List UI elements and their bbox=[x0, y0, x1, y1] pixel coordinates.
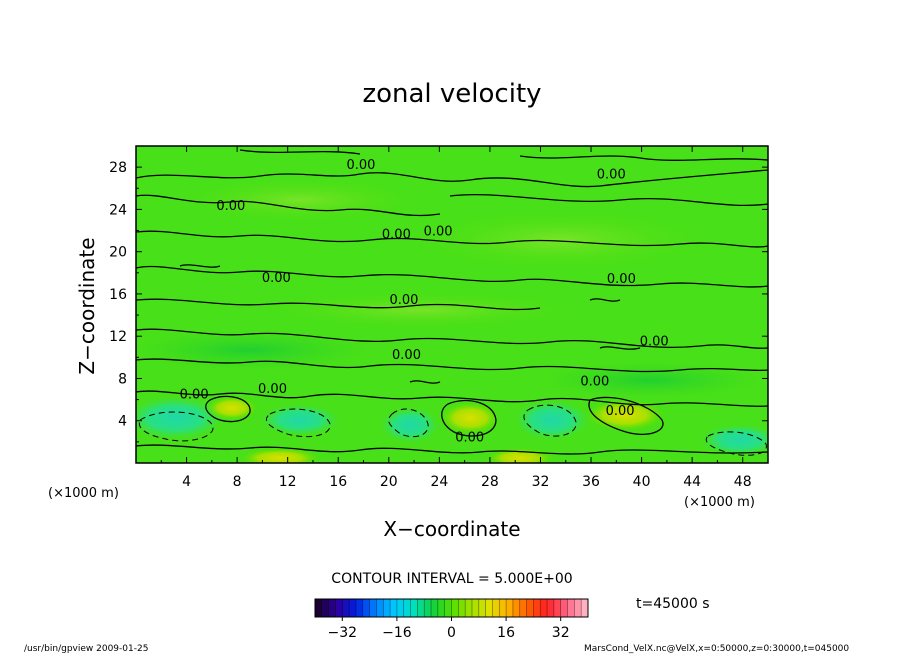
colorbar-segment bbox=[451, 599, 459, 617]
contour-label: 0.00 bbox=[580, 375, 609, 390]
contour-label: 0.00 bbox=[382, 228, 411, 243]
colorbar-segment bbox=[581, 599, 589, 617]
chart-title: zonal velocity bbox=[362, 79, 541, 109]
y-tick-label: 16 bbox=[109, 287, 127, 303]
colorbar-segment bbox=[499, 599, 507, 617]
x-tick-label: 8 bbox=[233, 474, 242, 490]
x-tick-label: 48 bbox=[734, 474, 752, 490]
x-tick-label: 24 bbox=[430, 474, 448, 490]
x-tick-label: 28 bbox=[481, 474, 499, 490]
colorbar-segment bbox=[431, 599, 439, 617]
colorbar-tick-label: 16 bbox=[497, 625, 515, 641]
x-unit-left: (×1000 m) bbox=[48, 486, 119, 501]
colorbar-tick-label: −32 bbox=[328, 625, 358, 641]
x-tick-label: 36 bbox=[582, 474, 600, 490]
x-tick-label: 40 bbox=[633, 474, 651, 490]
colorbar-segment bbox=[437, 599, 446, 617]
contour-labels: 0.00 0.00 0.00 0.00 0.00 0.00 0.00 0.00 0.00 0.00… bbox=[180, 158, 669, 446]
colorbar-segment bbox=[410, 599, 418, 617]
contour-label: 0.00 bbox=[216, 199, 245, 214]
colorbar-tick-label: 0 bbox=[447, 625, 456, 641]
y-tick-label: 12 bbox=[109, 329, 127, 345]
contour-label: 0.00 bbox=[597, 167, 626, 182]
colorbar-segment bbox=[533, 599, 541, 617]
x-unit-right: (×1000 m) bbox=[684, 495, 755, 510]
colorbar: −32 −16 0 16 32 bbox=[314, 598, 589, 641]
x-tick-label: 16 bbox=[329, 474, 347, 490]
colorbar-segment bbox=[540, 599, 548, 617]
colorbar-segment bbox=[424, 599, 432, 617]
colorbar-segment bbox=[519, 599, 528, 617]
colorbar-segment bbox=[355, 599, 364, 617]
colorbar-segment bbox=[471, 599, 480, 617]
y-axis-label: Z−coordinate bbox=[75, 237, 99, 374]
colorbar-segment bbox=[369, 599, 377, 617]
colorbar-segment bbox=[390, 599, 398, 617]
contour-label: 0.00 bbox=[640, 334, 669, 349]
colorbar-segment bbox=[342, 599, 350, 617]
colorbar-segment bbox=[458, 599, 466, 617]
colorbar-segment bbox=[444, 599, 452, 617]
y-tick-label: 20 bbox=[109, 245, 127, 261]
x-tick-label: 32 bbox=[532, 474, 550, 490]
x-tick-label: 44 bbox=[683, 474, 701, 490]
colorbar-segment bbox=[335, 599, 343, 617]
y-tick-label: 28 bbox=[109, 160, 127, 176]
plot-frame bbox=[135, 145, 769, 464]
colorbar-segment bbox=[403, 599, 412, 617]
x-tick-label: 20 bbox=[380, 474, 398, 490]
x-tick-label: 4 bbox=[182, 474, 191, 490]
contour-label: 0.00 bbox=[392, 348, 421, 363]
y-tick-label: 24 bbox=[109, 202, 127, 218]
contour-label: 0.00 bbox=[607, 272, 636, 287]
colorbar-segment bbox=[567, 599, 575, 617]
footer-left: /usr/bin/gpview 2009-01-25 bbox=[24, 644, 148, 654]
colorbar-segment bbox=[553, 599, 562, 617]
contour-interval-text: CONTOUR INTERVAL = 5.000E+00 bbox=[331, 571, 572, 587]
contour-label: 0.00 bbox=[258, 382, 287, 397]
colorbar-segment bbox=[315, 599, 323, 617]
x-tick-label: 12 bbox=[279, 474, 297, 490]
colorbar-segment bbox=[396, 599, 405, 617]
colorbar-tick-label: 32 bbox=[552, 625, 570, 641]
colorbar-segment bbox=[465, 599, 473, 617]
contour-label: 0.00 bbox=[180, 387, 209, 402]
contour-label: 0.00 bbox=[424, 225, 453, 240]
x-axis: 4 8 12 16 20 24 28 32 36 40 44 48 bbox=[160, 146, 769, 490]
contour-label: 0.00 bbox=[347, 158, 376, 173]
contour-label: 0.00 bbox=[606, 404, 635, 419]
colorbar-segment bbox=[492, 599, 500, 617]
colorbar-segment bbox=[485, 599, 493, 617]
footer-right: MarsCond_VelX.nc@VelX,x=0:50000,z=0:3000… bbox=[584, 644, 849, 654]
colorbar-segment bbox=[526, 599, 534, 617]
colorbar-segment bbox=[321, 599, 330, 617]
contour-label: 0.00 bbox=[262, 271, 291, 286]
colorbar-segment bbox=[376, 599, 384, 617]
y-axis: 4 8 12 16 20 24 28 bbox=[109, 145, 768, 443]
contour-label: 0.00 bbox=[389, 293, 418, 308]
colorbar-segment bbox=[574, 599, 582, 617]
colorbar-segment bbox=[547, 599, 555, 617]
time-label: t=45000 s bbox=[636, 596, 710, 612]
colorbar-segment bbox=[560, 599, 569, 617]
colorbar-segment bbox=[506, 599, 514, 617]
colorbar-segment bbox=[362, 599, 371, 617]
y-tick-label: 8 bbox=[118, 371, 127, 387]
colorbar-segment bbox=[512, 599, 521, 617]
x-axis-label: X−coordinate bbox=[383, 517, 520, 541]
y-tick-label: 4 bbox=[118, 414, 127, 430]
colorbar-segment bbox=[417, 599, 425, 617]
contour-field bbox=[136, 146, 768, 463]
contour-label: 0.00 bbox=[455, 431, 484, 446]
colorbar-segment bbox=[383, 599, 391, 617]
colorbar-tick-label: −16 bbox=[382, 625, 412, 641]
colorbar-segment bbox=[328, 599, 336, 617]
colorbar-segment bbox=[478, 599, 487, 617]
colorbar-segment bbox=[349, 599, 357, 617]
